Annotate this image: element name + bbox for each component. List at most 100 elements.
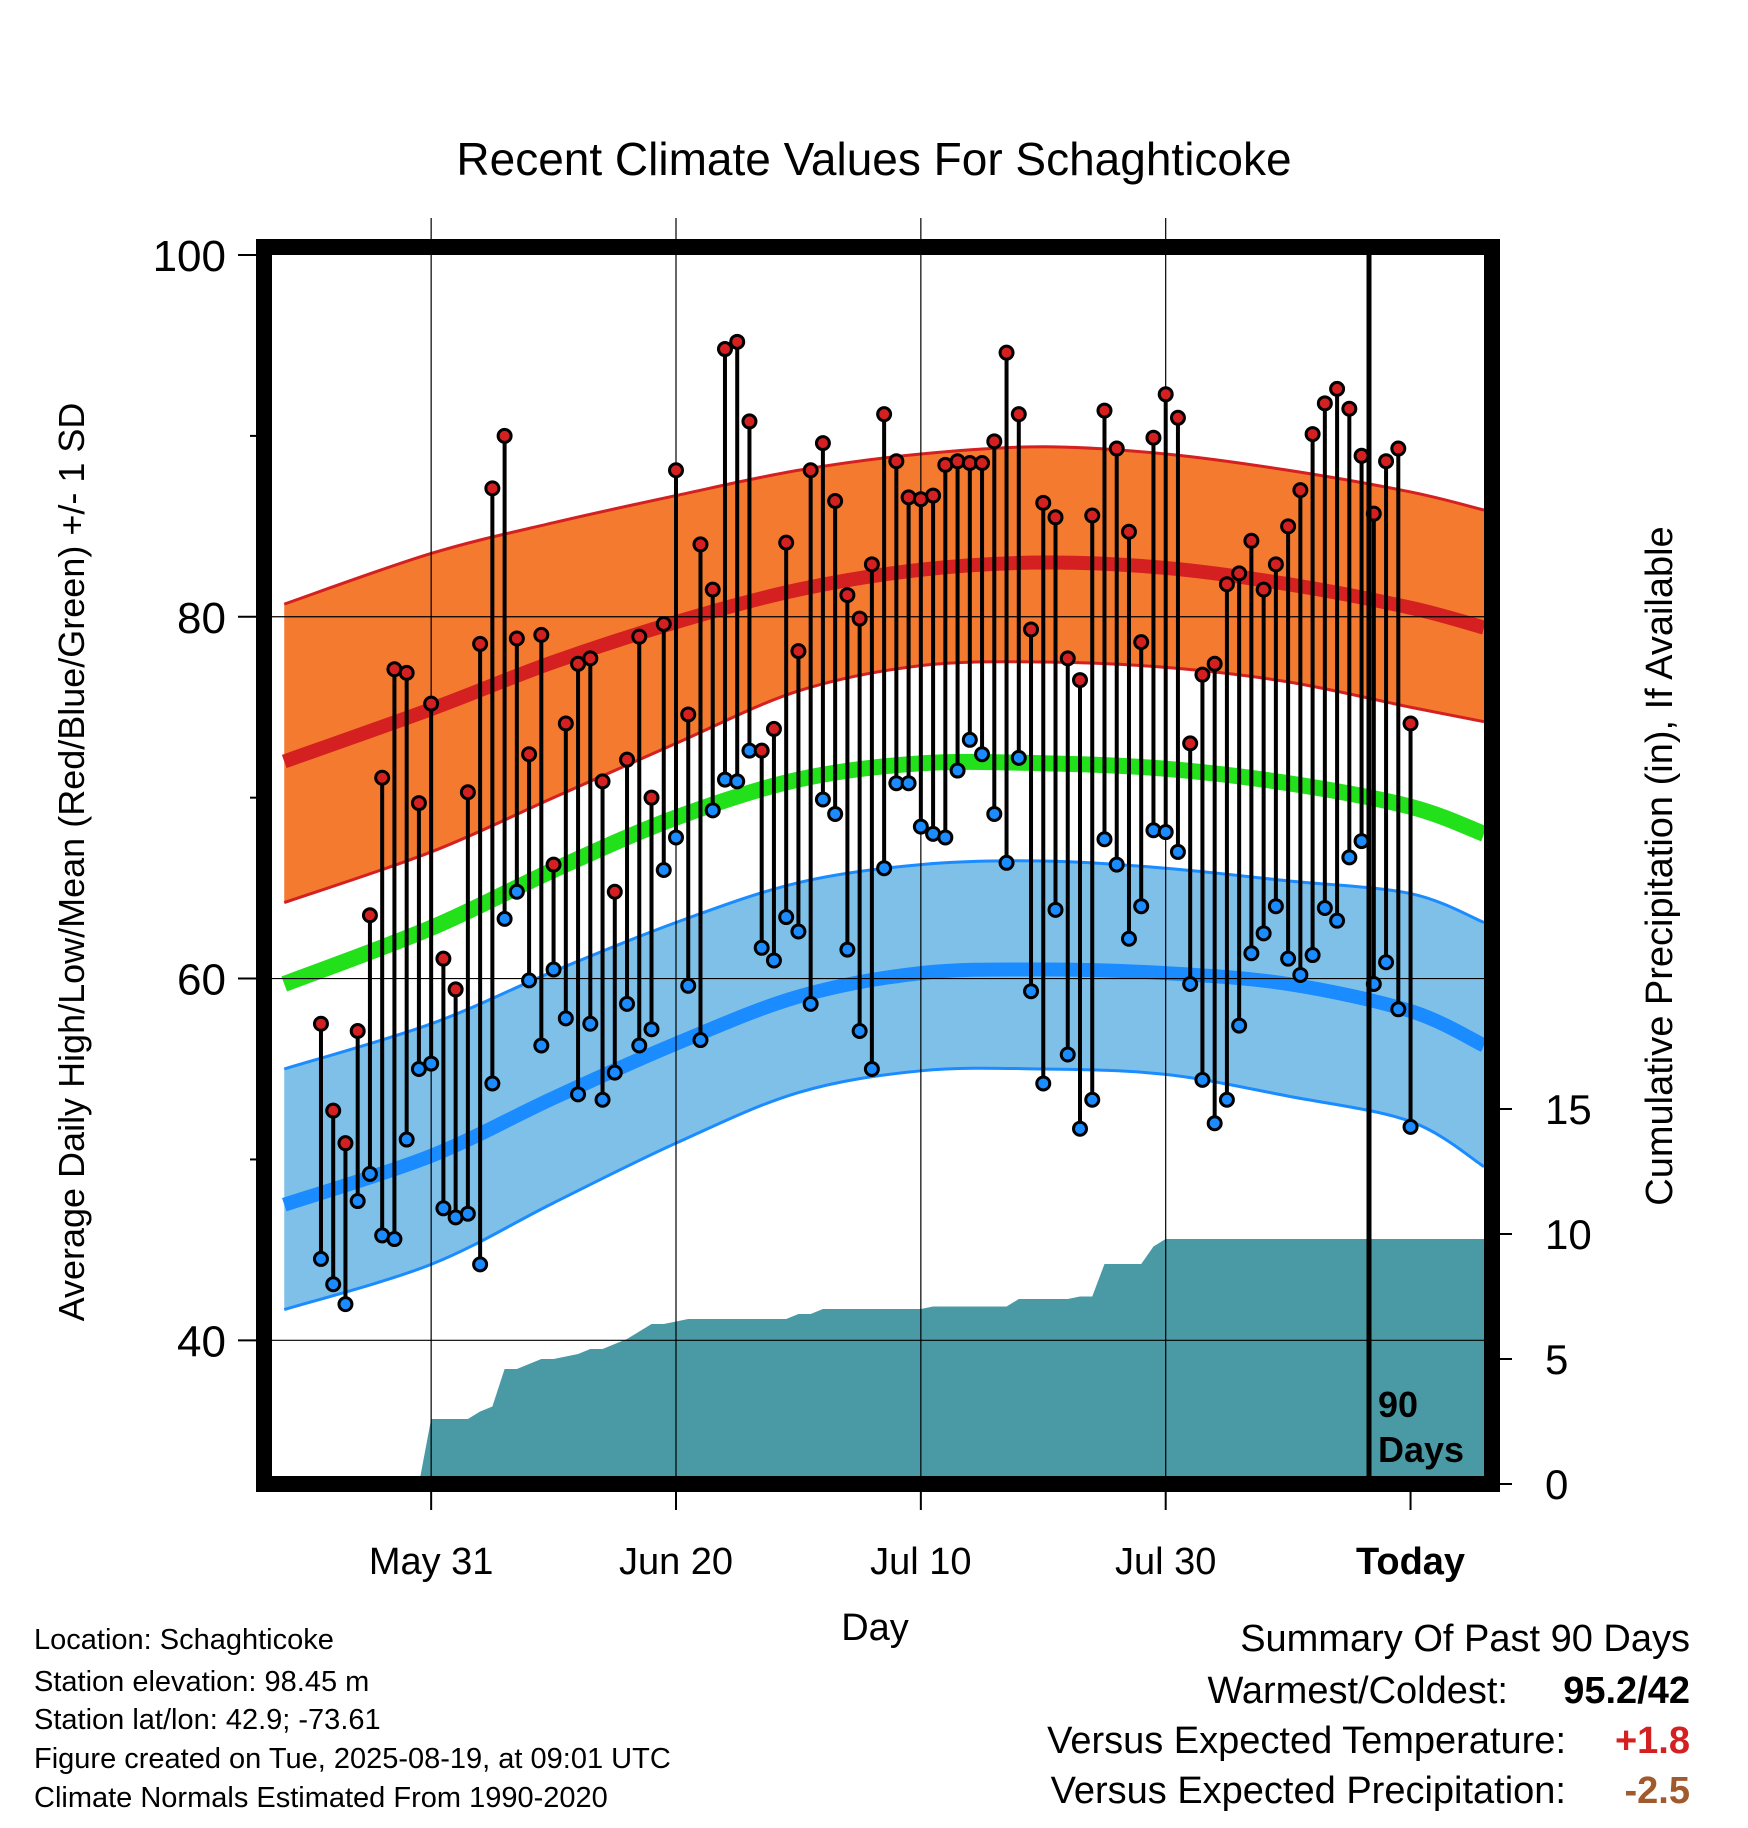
low-point: [606, 1064, 623, 1081]
low-point: [1280, 950, 1297, 967]
high-point: [1047, 509, 1064, 526]
high-point: [337, 1135, 354, 1152]
high-point: [863, 556, 880, 573]
high-point: [1280, 518, 1297, 535]
low-point: [1194, 1071, 1211, 1088]
low-point: [1133, 898, 1150, 915]
high-point: [1072, 672, 1088, 689]
low-point: [1402, 1118, 1419, 1135]
high-point: [1035, 494, 1052, 511]
low-point: [1059, 1046, 1076, 1063]
high-point: [1133, 634, 1150, 651]
high-point: [753, 742, 770, 759]
y-axis-label: Average Daily High/Low/Mean (Red/Blue/Gr…: [51, 403, 92, 1322]
x-tick-label: Jul 30: [1115, 1541, 1216, 1583]
high-point: [643, 789, 660, 806]
high-point: [1243, 532, 1260, 549]
high-point: [1390, 440, 1407, 457]
low-point: [1255, 925, 1272, 942]
y2-tick-label: 0: [1545, 1461, 1568, 1508]
low-point: [729, 773, 746, 790]
low-point: [1023, 983, 1040, 1000]
high-point: [1255, 581, 1272, 598]
high-point: [1023, 621, 1040, 638]
high-point: [1316, 395, 1333, 412]
high-point: [472, 635, 489, 652]
grid-lines: [272, 218, 1484, 1484]
low-point: [1157, 824, 1174, 841]
low-point: [619, 995, 636, 1012]
high-point: [1059, 650, 1076, 667]
low-point: [533, 1037, 550, 1054]
y2-tick-label: 5: [1545, 1336, 1568, 1383]
high-point: [1378, 453, 1395, 470]
low-point: [1329, 912, 1346, 929]
x-tick-label: Today: [1356, 1541, 1465, 1583]
high-point: [1218, 576, 1235, 593]
high-sd-band: [284, 446, 1484, 903]
low-point: [912, 818, 929, 835]
high-point: [435, 950, 452, 967]
y-tick-label: 40: [177, 1317, 226, 1366]
high-point: [1194, 666, 1211, 683]
low-point: [692, 1032, 709, 1049]
low-point: [1218, 1091, 1235, 1108]
latlon-text: Station lat/lon: 42.9; -73.61: [34, 1704, 381, 1736]
high-point: [447, 981, 464, 998]
low-point: [312, 1250, 329, 1267]
low-point: [631, 1037, 648, 1054]
high-point: [1304, 426, 1321, 443]
low-point: [1316, 900, 1333, 917]
low-point: [582, 1015, 599, 1032]
daily-stems: [318, 341, 1413, 1305]
high-point: [312, 1015, 329, 1032]
low-point: [680, 977, 697, 994]
low-point: [839, 941, 856, 958]
high-point: [631, 628, 648, 645]
low-point: [545, 961, 562, 978]
plot-frame: [256, 239, 1500, 1492]
y2-tick-label: 15: [1545, 1086, 1592, 1133]
low-point: [1047, 901, 1064, 918]
high-point: [802, 462, 819, 479]
high-point: [1341, 400, 1358, 417]
low-point: [986, 805, 1003, 822]
low-point: [1353, 833, 1370, 850]
high-point: [778, 534, 795, 551]
low-point: [484, 1075, 501, 1092]
high-point: [533, 626, 550, 643]
high-point: [716, 341, 733, 358]
high-point: [496, 427, 513, 444]
low-point: [778, 909, 795, 926]
high-point: [545, 856, 562, 873]
high-point: [986, 433, 1003, 450]
today-label-line2: Days: [1378, 1429, 1464, 1470]
high-point: [557, 715, 574, 732]
high-point: [1182, 735, 1199, 752]
high-point: [888, 453, 905, 470]
high-point: [1329, 380, 1346, 397]
high-point: [1084, 507, 1101, 524]
high-point: [839, 587, 856, 604]
high-point: [1206, 655, 1223, 672]
warmest-value: 95.2/42: [1563, 1670, 1690, 1712]
high-point: [765, 720, 782, 737]
high-point: [361, 907, 378, 924]
low-point: [827, 805, 844, 822]
high-point: [680, 706, 697, 723]
low-point: [508, 883, 525, 900]
low-point: [472, 1256, 489, 1273]
low-point: [386, 1231, 403, 1248]
high-point: [459, 784, 476, 801]
high-point: [814, 435, 831, 452]
high-point: [410, 795, 427, 812]
low-point: [1267, 898, 1284, 915]
today-label-line1: 90: [1378, 1384, 1418, 1425]
warmest-label: Warmest/Coldest:: [1207, 1670, 1508, 1712]
low-point: [1169, 843, 1186, 860]
low-point: [1108, 856, 1125, 873]
high-point: [582, 650, 599, 667]
low-point: [814, 791, 831, 808]
high-point: [790, 643, 807, 660]
high-point: [729, 333, 746, 350]
